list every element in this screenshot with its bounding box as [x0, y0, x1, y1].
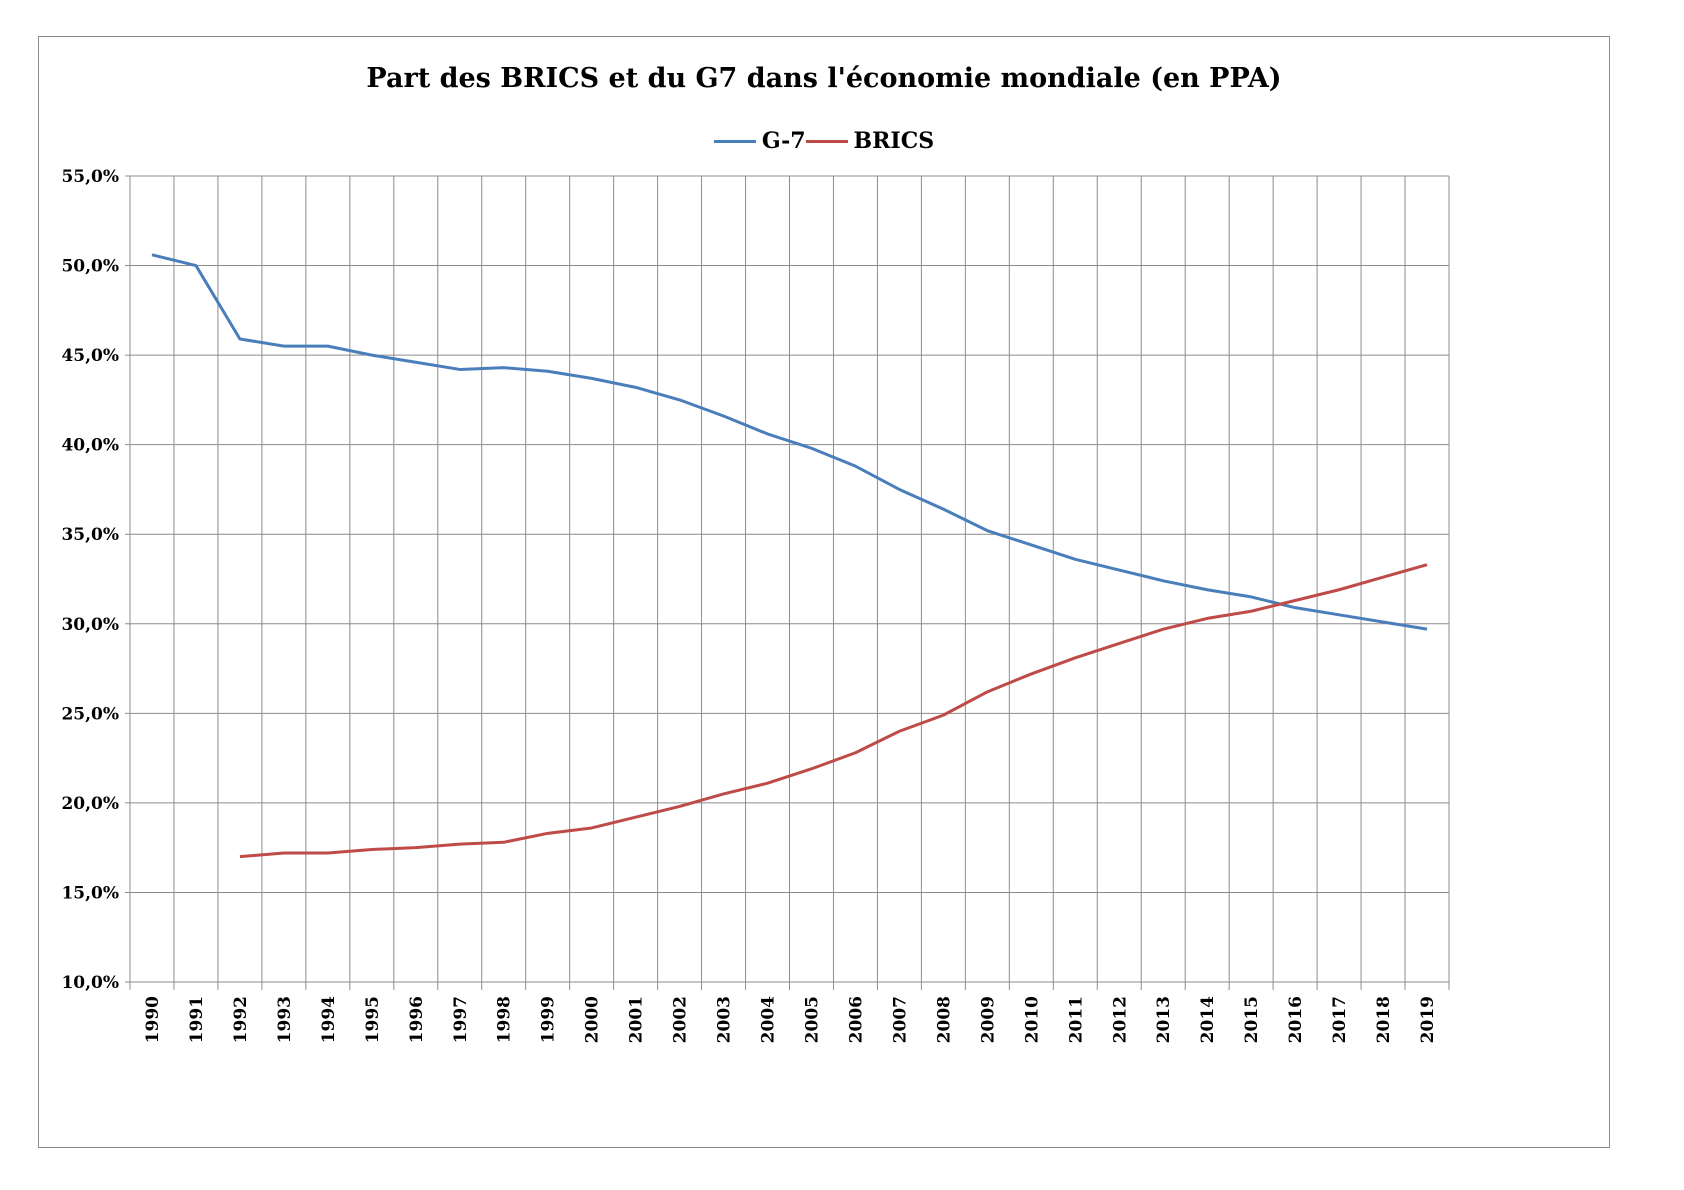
legend-swatch-brics — [805, 139, 848, 143]
x-tick-label: 2005 — [802, 996, 822, 1043]
x-tick-label: 1992 — [231, 996, 251, 1043]
x-tick-label: 2015 — [1242, 996, 1262, 1043]
x-tick-label: 1995 — [363, 996, 383, 1043]
y-tick-label: 30,0% — [61, 615, 119, 635]
x-tick-label: 2006 — [846, 996, 866, 1043]
y-tick-label: 25,0% — [61, 704, 119, 724]
y-tick-label: 10,0% — [61, 973, 119, 993]
x-tick-label: 2003 — [715, 996, 735, 1043]
x-tick-label: 2014 — [1198, 996, 1218, 1043]
x-tick-label: 1997 — [451, 996, 471, 1043]
x-tick-label: 1990 — [143, 996, 163, 1043]
x-tick-label: 1993 — [275, 996, 295, 1043]
x-tick-label: 2011 — [1066, 996, 1086, 1043]
x-tick-label: 2009 — [978, 996, 998, 1043]
y-tick-label: 40,0% — [61, 436, 119, 456]
y-tick-label: 20,0% — [61, 794, 119, 814]
chart-title: Part des BRICS et du G7 dans l'économie … — [366, 63, 1282, 94]
legend-item-g7: G-7 — [713, 128, 806, 154]
series-line-brics — [239, 563, 1428, 859]
x-tick-label: 2002 — [671, 996, 691, 1043]
legend-swatch-g7 — [713, 139, 756, 143]
x-tick-label: 1999 — [539, 996, 559, 1043]
legend-label-brics: BRICS — [853, 128, 935, 154]
y-tick-label: 35,0% — [61, 525, 119, 545]
chart-frame: Part des BRICS et du G7 dans l'économie … — [38, 36, 1610, 1148]
x-tick-label: 1996 — [407, 996, 427, 1043]
x-tick-label: 1998 — [495, 996, 515, 1043]
y-tick-label: 50,0% — [61, 257, 119, 277]
x-tick-label: 2004 — [759, 996, 779, 1043]
x-tick-label: 2010 — [1022, 996, 1042, 1043]
y-tick-label: 45,0% — [61, 346, 119, 366]
x-tick-label: 2007 — [890, 996, 910, 1043]
legend-item-brics: BRICS — [805, 128, 935, 154]
legend-label-g7: G-7 — [761, 128, 806, 154]
y-tick-label: 15,0% — [61, 883, 119, 903]
x-tick-label: 2001 — [627, 996, 647, 1043]
y-tick-label: 55,0% — [61, 167, 119, 187]
x-tick-label: 1994 — [319, 996, 339, 1043]
x-tick-label: 2018 — [1374, 996, 1394, 1043]
x-tick-label: 2000 — [583, 996, 603, 1043]
plot-area: 10,0% 15,0% 20,0% 25,0% 30,0% 35,0% 40,0% 45,0%… — [61, 167, 1450, 1043]
legend: G-7 BRICS — [39, 128, 1609, 154]
x-tick-label: 2017 — [1330, 996, 1350, 1043]
x-tick-label: 2012 — [1110, 996, 1130, 1043]
x-tick-label: 2013 — [1154, 996, 1174, 1043]
x-tick-label: 2019 — [1418, 996, 1438, 1043]
x-tick-label: 2008 — [934, 996, 954, 1043]
series-line-g7 — [151, 253, 1428, 631]
x-tick-label: 2016 — [1286, 996, 1306, 1043]
x-tick-label: 1991 — [187, 996, 207, 1043]
